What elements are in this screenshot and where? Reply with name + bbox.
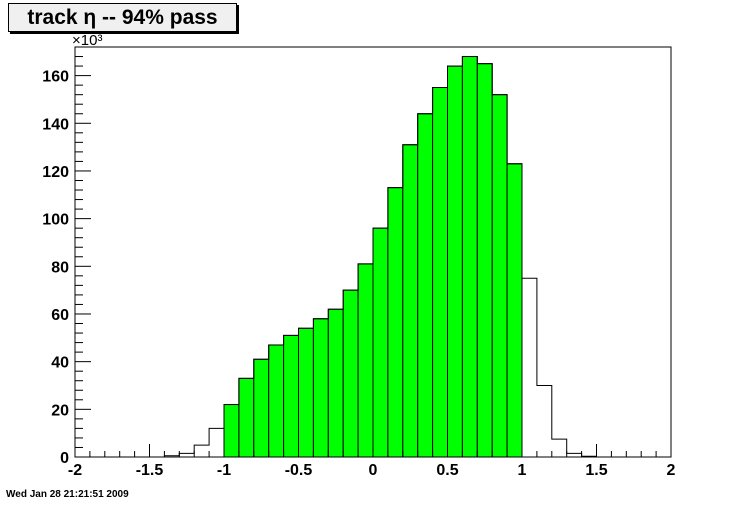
y-tick-label: 60	[51, 307, 69, 324]
pass-bar	[283, 334, 300, 458]
pass-bar	[447, 65, 463, 458]
pass-bar	[223, 404, 240, 458]
pass-bar	[327, 308, 344, 458]
pass-bar	[372, 227, 389, 458]
y-tick-label: 160	[42, 69, 69, 86]
chart-title: track η -- 94% pass	[8, 3, 237, 32]
x-tick-label: 1.5	[585, 462, 607, 479]
pass-bar	[253, 358, 270, 458]
y-tick-label: 20	[51, 402, 69, 419]
x-tick-label: 1	[518, 462, 527, 479]
pass-bar	[506, 163, 523, 458]
x-tick-label: -1	[217, 462, 231, 479]
y-tick-label: 40	[51, 355, 69, 372]
pass-bar	[387, 187, 404, 458]
pass-bar	[357, 263, 374, 458]
x-tick-label: 0	[369, 462, 378, 479]
pass-bar	[342, 289, 359, 458]
pass-bar	[238, 377, 255, 458]
all-tracks-outline	[163, 56, 597, 457]
x-tick-label: 2	[667, 462, 676, 479]
pass-bar	[402, 144, 419, 458]
pass-bar	[476, 63, 493, 458]
pass-bar	[432, 87, 449, 458]
y-tick-label: 80	[51, 259, 69, 276]
x-axis-ticks: -2 -1.5 -1 -0.5 0 0.5 1 1.5 2	[68, 444, 676, 479]
y-axis-exponent: ×10³	[72, 32, 102, 49]
timestamp: Wed Jan 28 21:21:51 2009	[6, 489, 129, 500]
pass-bar	[417, 113, 434, 458]
pass-bar	[491, 94, 508, 458]
pass-histogram	[223, 56, 523, 458]
y-tick-label: 140	[42, 116, 69, 133]
y-axis-ticks: 0 20 40 60 80 100 120 140 160	[42, 46, 91, 467]
pass-bar	[461, 56, 478, 458]
pass-bar	[312, 318, 329, 458]
x-tick-label: -1.5	[136, 462, 164, 479]
y-tick-label: 120	[42, 164, 69, 181]
all-tracks-histogram	[163, 56, 597, 457]
x-tick-label: -2	[68, 462, 82, 479]
x-tick-label: 0.5	[436, 462, 458, 479]
x-tick-label: -0.5	[285, 462, 313, 479]
y-tick-label: 100	[42, 212, 69, 229]
y-tick-label: 0	[60, 450, 69, 467]
pass-bar	[268, 344, 285, 458]
pass-bar	[298, 327, 314, 458]
